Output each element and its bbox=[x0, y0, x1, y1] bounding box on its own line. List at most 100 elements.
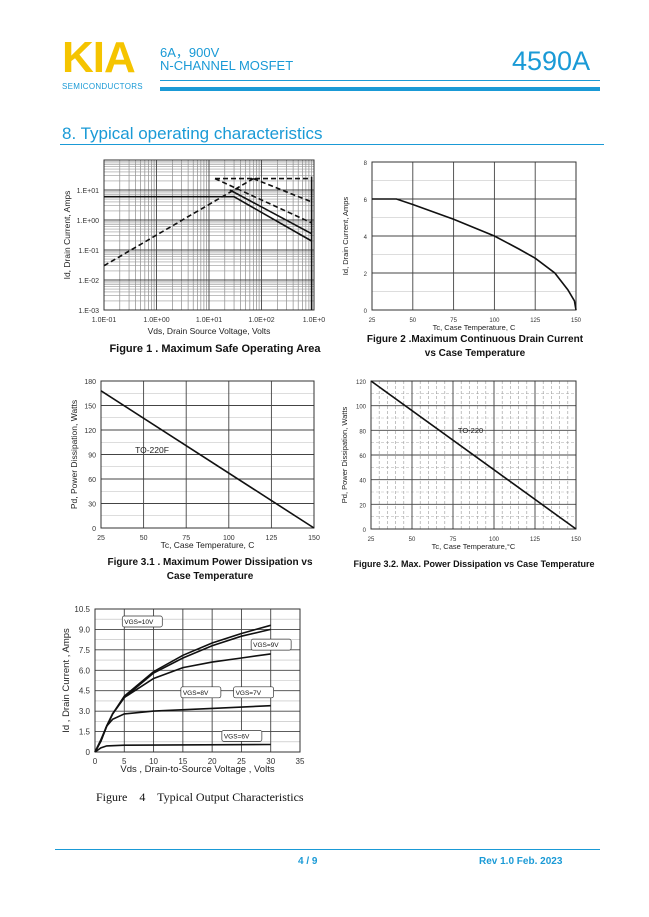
x-tick-label: 125 bbox=[530, 318, 541, 324]
series-label: VGS=8V bbox=[183, 690, 209, 697]
y-tick-label: 0 bbox=[92, 526, 96, 533]
x-tick-label: 100 bbox=[489, 318, 500, 324]
x-tick-label: 1.0E+02 bbox=[248, 317, 274, 324]
x-tick-label: 50 bbox=[140, 535, 148, 542]
series-line bbox=[94, 704, 271, 753]
x-tick-label: 15 bbox=[178, 757, 187, 766]
y-axis-label: Id, Drain Current, Amps bbox=[62, 191, 72, 280]
header-rule-thin bbox=[160, 80, 600, 81]
x-tick-label: 25 bbox=[369, 318, 376, 324]
x-tick-label: 25 bbox=[237, 757, 246, 766]
x-tick-label: 75 bbox=[182, 535, 190, 542]
section-title: 8. Typical operating characteristics bbox=[62, 124, 323, 143]
y-axis-label: Id, Drain Current, Amps bbox=[341, 197, 350, 276]
series-line bbox=[229, 189, 312, 235]
figure-4-caption: Figure 4 Typical Output Characteristics bbox=[96, 790, 304, 804]
y-tick-label: 30 bbox=[88, 502, 96, 509]
revision: Rev 1.0 Feb. 2023 bbox=[479, 856, 563, 867]
y-tick-label: 1.E+00 bbox=[77, 218, 99, 225]
header-rule-thick bbox=[160, 87, 600, 91]
x-tick-label: 25 bbox=[368, 537, 375, 543]
series-line bbox=[370, 380, 577, 530]
series-label: VGS=7V bbox=[236, 690, 262, 697]
figure-1-caption: Figure 1 . Maximum Safe Operating Area bbox=[109, 343, 321, 355]
series-callout bbox=[121, 615, 163, 628]
x-tick-label: 1.0E+01 bbox=[196, 317, 222, 324]
y-tick-label: 0 bbox=[364, 309, 368, 315]
y-tick-label: 3.0 bbox=[79, 707, 91, 716]
x-tick-label: 150 bbox=[571, 318, 582, 324]
y-tick-label: 120 bbox=[356, 380, 367, 386]
y-tick-label: 100 bbox=[356, 405, 367, 411]
x-tick-label: 20 bbox=[208, 757, 217, 766]
y-tick-label: 7.5 bbox=[79, 646, 91, 655]
plot-frame bbox=[370, 380, 577, 530]
x-tick-label: 35 bbox=[296, 757, 305, 766]
chart-power-dissipation-to220f: 25 50 75 100 125 150 0 30 60 90 120 150 180 Tc, Case … bbox=[69, 379, 320, 550]
footer-rule bbox=[55, 849, 600, 850]
device-type: N-CHANNEL MOSFET bbox=[160, 58, 294, 73]
series-callout bbox=[180, 686, 222, 699]
series-line bbox=[372, 198, 577, 311]
section-rule bbox=[60, 144, 604, 145]
plot-frame bbox=[100, 380, 315, 529]
y-tick-label: 90 bbox=[88, 453, 96, 460]
y-tick-label: 1.E-03 bbox=[78, 308, 99, 315]
series-label: VGS=10V bbox=[124, 619, 154, 626]
chart-output-characteristics: 0 5 10 15 20 25 30 35 0 1.5 3.0 4.5 6.0 7.5 9.0 10.5 Vds… bbox=[61, 605, 305, 775]
y-tick-label: 1.E-01 bbox=[78, 248, 99, 255]
x-axis-label: Tc, Case Temperature, C bbox=[433, 323, 516, 332]
y-tick-label: 40 bbox=[359, 479, 366, 485]
x-tick-label: 75 bbox=[450, 318, 457, 324]
y-tick-label: 120 bbox=[84, 428, 96, 435]
x-tick-label: 100 bbox=[489, 537, 500, 543]
y-tick-label: 150 bbox=[84, 404, 96, 411]
page-number: 4 / 9 bbox=[298, 856, 318, 867]
series-label: VGS=9V bbox=[253, 642, 279, 649]
figure-2-caption-line2: vs Case Temperature bbox=[424, 348, 526, 359]
x-tick-label: 25 bbox=[97, 535, 105, 542]
y-tick-label: 10.5 bbox=[74, 605, 90, 614]
x-axis-label: Vds, Drain Source Voltage, Volts bbox=[148, 326, 271, 336]
figure-3-2-caption: Figure 3.2. Max. Power Dissipation vs Ca… bbox=[353, 559, 595, 569]
plot-frame bbox=[94, 608, 301, 753]
y-axis-label: Pd, Power Dissipation, Watts bbox=[69, 400, 79, 509]
x-axis-label: Tc, Case Temperature, C bbox=[161, 540, 255, 550]
y-tick-label: 60 bbox=[88, 477, 96, 484]
x-tick-label: 125 bbox=[266, 535, 278, 542]
series-callout bbox=[250, 638, 292, 651]
package-annotation: TO-220 bbox=[458, 426, 483, 435]
x-tick-label: 125 bbox=[530, 537, 541, 543]
x-tick-label: 10 bbox=[149, 757, 158, 766]
x-tick-label: 1.0E+0 bbox=[303, 317, 325, 324]
x-tick-label: 50 bbox=[409, 537, 416, 543]
x-tick-label: 150 bbox=[308, 535, 320, 542]
y-tick-label: 1.E-02 bbox=[78, 278, 99, 285]
series-line bbox=[214, 177, 312, 224]
x-tick-label: 30 bbox=[266, 757, 275, 766]
series-callout bbox=[221, 730, 263, 742]
plot-frame bbox=[371, 161, 577, 311]
y-tick-label: 180 bbox=[84, 379, 96, 386]
x-tick-label: 1.0E+00 bbox=[143, 317, 169, 324]
y-tick-label: 6 bbox=[364, 198, 368, 204]
company-name: SEMICONDUCTORS bbox=[62, 82, 143, 91]
x-axis-label: Tc, Case Temperature,°C bbox=[432, 542, 516, 551]
figure-2-caption-line1: Figure 2 .Maximum Continuous Drain Curre… bbox=[366, 334, 584, 345]
x-tick-label: 50 bbox=[409, 318, 416, 324]
package-annotation: TO-220F bbox=[135, 445, 169, 455]
chart-power-dissipation-to220: 25 50 75 100 125 150 0 20 40 60 80 100 120 Tc, Case T… bbox=[340, 380, 582, 551]
y-tick-label: 0 bbox=[363, 528, 367, 534]
y-tick-label: 2 bbox=[364, 272, 368, 278]
series-line bbox=[103, 177, 254, 267]
kia-logo: KIA bbox=[62, 33, 136, 82]
series-line bbox=[100, 390, 315, 529]
y-tick-label: 1.5 bbox=[79, 728, 91, 737]
y-tick-label: 60 bbox=[359, 454, 366, 460]
rating: 6A，900V bbox=[160, 45, 220, 60]
y-axis-label: Pd, Power Dissipation, Watts bbox=[340, 407, 349, 504]
series-line bbox=[94, 743, 271, 753]
figure-3-1-caption-line2: Case Temperature bbox=[166, 571, 254, 582]
x-tick-label: 1.0E-01 bbox=[92, 317, 117, 324]
